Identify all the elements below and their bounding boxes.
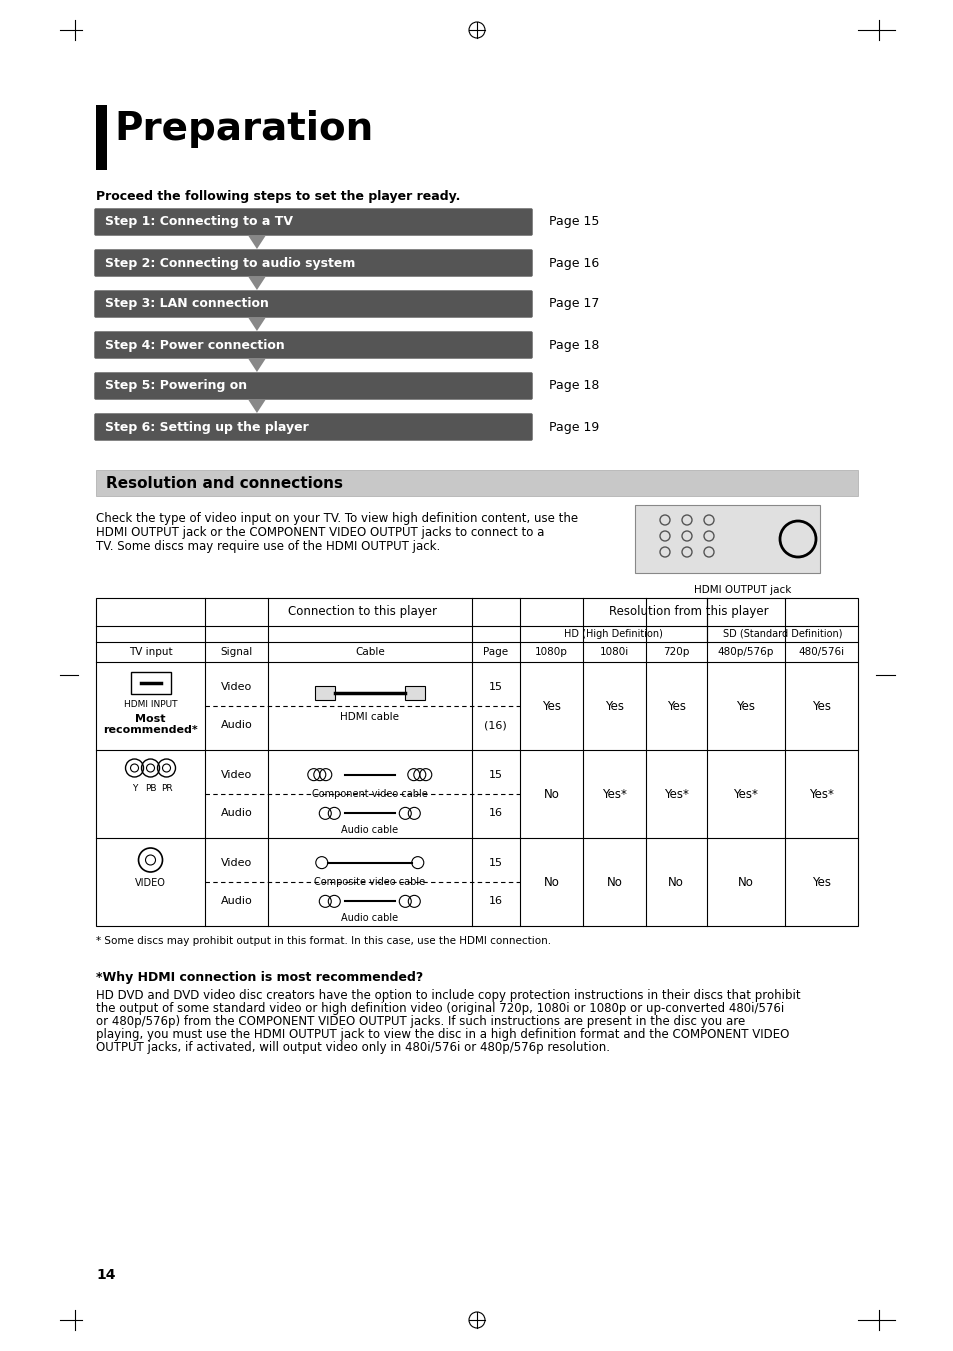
Text: Page 16: Page 16: [548, 257, 598, 269]
Text: Yes: Yes: [811, 700, 830, 712]
Polygon shape: [248, 277, 265, 290]
Text: Yes*: Yes*: [808, 788, 833, 801]
Text: Most: Most: [135, 713, 166, 724]
Text: Yes*: Yes*: [733, 788, 758, 801]
FancyBboxPatch shape: [94, 331, 532, 358]
Text: Video: Video: [221, 858, 252, 867]
Text: Connection to this player: Connection to this player: [288, 605, 436, 619]
Text: TV input: TV input: [129, 647, 172, 657]
Text: 14: 14: [96, 1269, 115, 1282]
Text: Step 2: Connecting to audio system: Step 2: Connecting to audio system: [105, 257, 355, 269]
Polygon shape: [248, 359, 265, 372]
FancyBboxPatch shape: [94, 208, 532, 235]
Text: or 480p/576p) from the COMPONENT VIDEO OUTPUT jacks. If such instructions are pr: or 480p/576p) from the COMPONENT VIDEO O…: [96, 1015, 744, 1028]
Text: Signal: Signal: [220, 647, 253, 657]
Bar: [635, 505, 820, 573]
Text: Proceed the following steps to set the player ready.: Proceed the following steps to set the p…: [96, 190, 460, 203]
Text: Preparation: Preparation: [113, 109, 373, 149]
Text: Step 3: LAN connection: Step 3: LAN connection: [105, 297, 269, 311]
Text: 720p: 720p: [662, 647, 689, 657]
FancyBboxPatch shape: [94, 413, 532, 440]
Text: 16: 16: [488, 896, 502, 907]
FancyBboxPatch shape: [94, 250, 532, 277]
Text: 1080i: 1080i: [599, 647, 628, 657]
Polygon shape: [248, 236, 265, 249]
Text: Audio: Audio: [220, 720, 253, 731]
Text: Page 19: Page 19: [548, 420, 598, 434]
Text: No: No: [738, 875, 753, 889]
Text: 16: 16: [488, 808, 502, 819]
Bar: [314, 686, 335, 700]
Text: 15: 15: [488, 770, 502, 780]
Text: Page 15: Page 15: [548, 216, 598, 228]
Text: Step 1: Connecting to a TV: Step 1: Connecting to a TV: [105, 216, 293, 228]
Text: Yes*: Yes*: [601, 788, 626, 801]
Text: 480p/576p: 480p/576p: [717, 647, 773, 657]
Text: Yes: Yes: [666, 700, 685, 712]
Bar: [96, 105, 107, 170]
Text: Step 4: Power connection: Step 4: Power connection: [105, 339, 284, 351]
Text: HDMI OUTPUT jack or the COMPONENT VIDEO OUTPUT jacks to connect to a: HDMI OUTPUT jack or the COMPONENT VIDEO …: [96, 526, 544, 539]
Text: Page 18: Page 18: [548, 380, 598, 393]
Text: 15: 15: [488, 858, 502, 867]
Text: Audio: Audio: [220, 896, 253, 907]
Text: recommended*: recommended*: [103, 725, 197, 735]
Text: OUTPUT jacks, if activated, will output video only in 480i/576i or 480p/576p res: OUTPUT jacks, if activated, will output …: [96, 1042, 609, 1054]
Text: HD DVD and DVD video disc creators have the option to include copy protection in: HD DVD and DVD video disc creators have …: [96, 989, 800, 1002]
Text: Audio: Audio: [220, 808, 253, 819]
Text: Component video cable: Component video cable: [312, 789, 427, 798]
Text: No: No: [543, 788, 558, 801]
Text: SD (Standard Definition): SD (Standard Definition): [721, 630, 841, 639]
Bar: [131, 671, 171, 694]
Text: Resolution from this player: Resolution from this player: [609, 605, 768, 619]
Bar: [96, 470, 857, 496]
Text: HDMI cable: HDMI cable: [340, 712, 399, 723]
Text: Page: Page: [483, 647, 508, 657]
Text: Yes: Yes: [736, 700, 755, 712]
Text: Yes*: Yes*: [663, 788, 688, 801]
Text: Cable: Cable: [355, 647, 384, 657]
Text: 15: 15: [488, 682, 502, 692]
Text: Y: Y: [132, 784, 137, 793]
Text: the output of some standard video or high definition video (original 720p, 1080i: the output of some standard video or hig…: [96, 1002, 783, 1015]
Text: Audio cable: Audio cable: [341, 913, 398, 923]
Polygon shape: [248, 317, 265, 331]
Text: 1080p: 1080p: [535, 647, 567, 657]
Text: 480/576i: 480/576i: [798, 647, 843, 657]
Bar: [404, 686, 424, 700]
Text: VIDEO: VIDEO: [135, 878, 166, 888]
Text: Video: Video: [221, 770, 252, 780]
FancyBboxPatch shape: [94, 373, 532, 400]
Text: Step 5: Powering on: Step 5: Powering on: [105, 380, 247, 393]
Polygon shape: [248, 400, 265, 413]
Text: HD (High Definition): HD (High Definition): [563, 630, 662, 639]
Text: *Why HDMI connection is most recommended?: *Why HDMI connection is most recommended…: [96, 971, 423, 984]
Text: Yes: Yes: [541, 700, 560, 712]
Text: Yes: Yes: [811, 875, 830, 889]
Text: HDMI INPUT: HDMI INPUT: [124, 700, 177, 709]
Text: PR: PR: [160, 784, 172, 793]
Text: PB: PB: [145, 784, 156, 793]
Text: No: No: [543, 875, 558, 889]
Text: Page 18: Page 18: [548, 339, 598, 351]
Text: Resolution and connections: Resolution and connections: [106, 476, 343, 490]
Text: No: No: [606, 875, 621, 889]
FancyBboxPatch shape: [94, 290, 532, 317]
Text: * Some discs may prohibit output in this format. In this case, use the HDMI conn: * Some discs may prohibit output in this…: [96, 936, 551, 946]
Text: playing, you must use the HDMI OUTPUT jack to view the disc in a high definition: playing, you must use the HDMI OUTPUT ja…: [96, 1028, 788, 1042]
Text: (16): (16): [484, 720, 507, 731]
Text: TV. Some discs may require use of the HDMI OUTPUT jack.: TV. Some discs may require use of the HD…: [96, 540, 439, 553]
Bar: [96, 598, 857, 925]
Text: No: No: [668, 875, 683, 889]
Text: Check the type of video input on your TV. To view high definition content, use t: Check the type of video input on your TV…: [96, 512, 578, 526]
Text: HDMI OUTPUT jack: HDMI OUTPUT jack: [693, 585, 790, 594]
Text: Page 17: Page 17: [548, 297, 598, 311]
Text: Yes: Yes: [604, 700, 623, 712]
Text: Video: Video: [221, 682, 252, 692]
Text: Audio cable: Audio cable: [341, 825, 398, 835]
Text: Composite video cable: Composite video cable: [314, 877, 425, 886]
Text: Step 6: Setting up the player: Step 6: Setting up the player: [105, 420, 309, 434]
